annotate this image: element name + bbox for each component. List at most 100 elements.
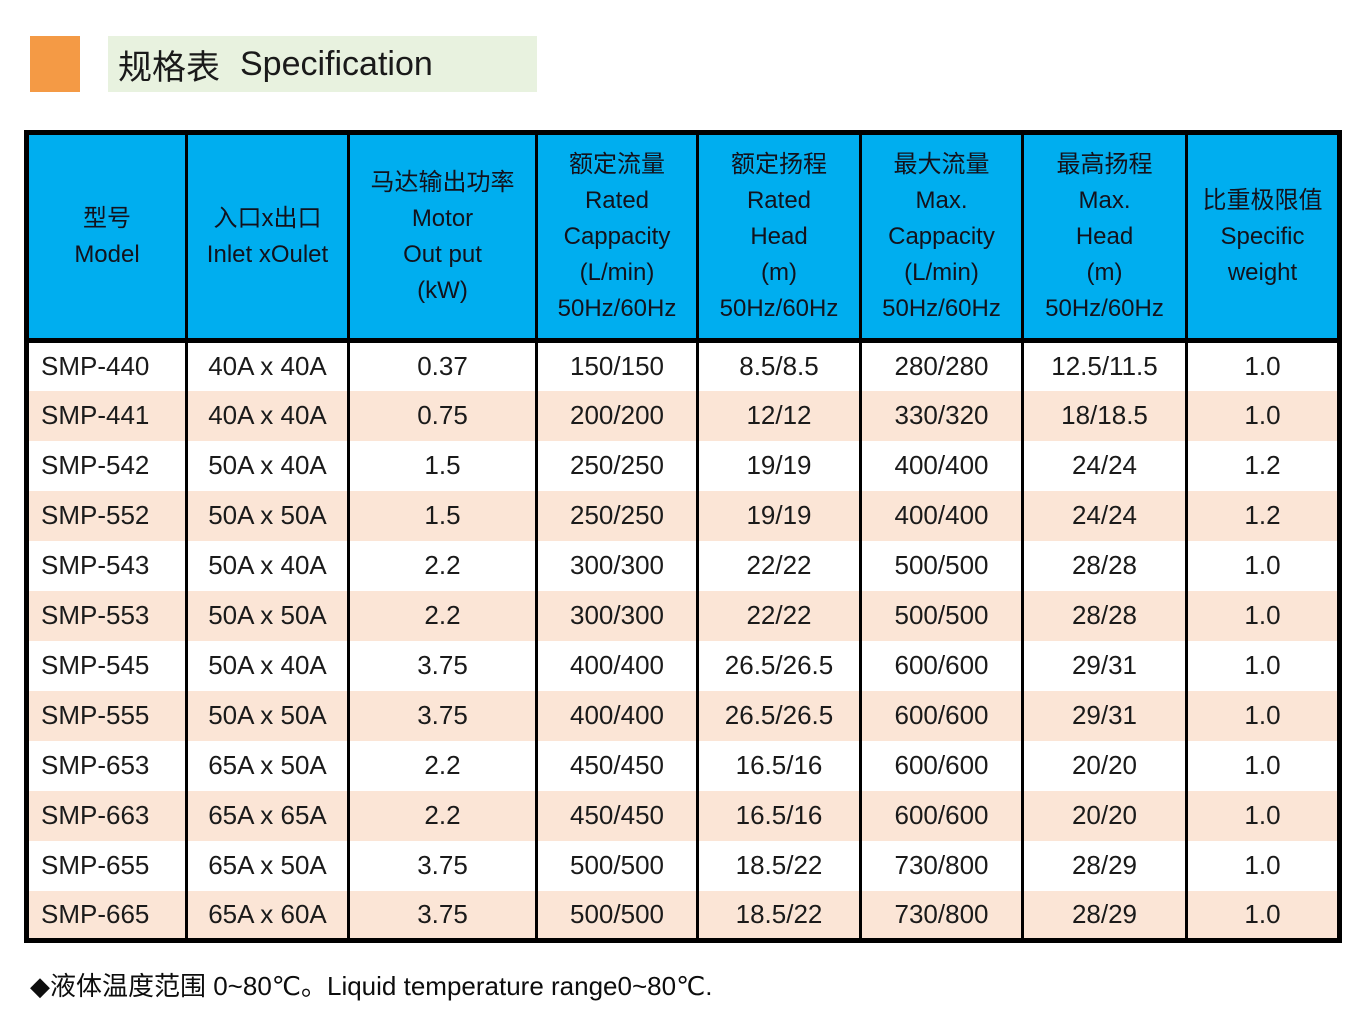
table-row: SMP-553 50A x 50A 2.2 300/300 22/22 500/500 28… (25, 590, 1341, 641)
cell-motor-output: 0.75 (347, 390, 538, 441)
cell-rated-capacity: 450/450 (535, 790, 699, 841)
cell-specific-weight: 1.0 (1185, 340, 1341, 391)
cell-motor-output: 1.5 (347, 490, 538, 541)
cell-model: SMP-553 (25, 590, 188, 641)
cell-max-head: 24/24 (1021, 490, 1188, 541)
cell-rated-capacity: 250/250 (535, 440, 699, 491)
cell-max-head: 28/28 (1021, 540, 1188, 591)
cell-inlet-outlet: 40A x 40A (185, 340, 350, 391)
cell-max-head: 29/31 (1021, 640, 1188, 691)
cell-motor-output: 2.2 (347, 740, 538, 791)
cell-max-head: 18/18.5 (1021, 390, 1188, 441)
column-header-rated-capacity: 额定流量 Rated Cappacity (L/min) 50Hz/60Hz (535, 131, 699, 343)
cell-specific-weight: 1.0 (1185, 690, 1341, 741)
cell-model: SMP-665 (25, 890, 188, 941)
cell-rated-capacity: 400/400 (535, 690, 699, 741)
cell-model: SMP-542 (25, 440, 188, 491)
cell-max-capacity: 730/800 (859, 890, 1024, 941)
cell-max-head: 28/29 (1021, 890, 1188, 941)
cell-specific-weight: 1.0 (1185, 390, 1341, 441)
cell-model: SMP-663 (25, 790, 188, 841)
column-header-rated-head: 额定扬程 Rated Head (m) 50Hz/60Hz (696, 131, 862, 343)
cell-motor-output: 3.75 (347, 690, 538, 741)
cell-model: SMP-441 (25, 390, 188, 441)
column-header-max-capacity: 最大流量 Max. Cappacity (L/min) 50Hz/60Hz (859, 131, 1024, 343)
cell-max-capacity: 600/600 (859, 640, 1024, 691)
cell-specific-weight: 1.0 (1185, 740, 1341, 791)
cell-max-capacity: 400/400 (859, 490, 1024, 541)
cell-rated-head: 18.5/22 (696, 840, 862, 891)
table-row: SMP-542 50A x 40A 1.5 250/250 19/19 400/400 24… (25, 440, 1341, 491)
cell-specific-weight: 1.0 (1185, 840, 1341, 891)
cell-rated-capacity: 150/150 (535, 340, 699, 391)
specification-table: 型号 Model 入口x出口 Inlet xOulet 马达输出功率 Motor O… (24, 130, 1342, 943)
cell-specific-weight: 1.0 (1185, 890, 1341, 941)
cell-rated-head: 16.5/16 (696, 740, 862, 791)
table-row: SMP-552 50A x 50A 1.5 250/250 19/19 400/400 24… (25, 490, 1341, 541)
cell-inlet-outlet: 50A x 40A (185, 640, 350, 691)
cell-specific-weight: 1.2 (1185, 490, 1341, 541)
cell-max-capacity: 600/600 (859, 790, 1024, 841)
cell-rated-capacity: 300/300 (535, 540, 699, 591)
cell-model: SMP-653 (25, 740, 188, 791)
cell-motor-output: 3.75 (347, 840, 538, 891)
cell-max-head: 28/29 (1021, 840, 1188, 891)
cell-inlet-outlet: 50A x 40A (185, 540, 350, 591)
cell-rated-capacity: 400/400 (535, 640, 699, 691)
cell-inlet-outlet: 50A x 50A (185, 590, 350, 641)
cell-max-head: 20/20 (1021, 740, 1188, 791)
cell-rated-head: 8.5/8.5 (696, 340, 862, 391)
cell-rated-capacity: 500/500 (535, 840, 699, 891)
cell-rated-head: 18.5/22 (696, 890, 862, 941)
cell-inlet-outlet: 65A x 50A (185, 840, 350, 891)
table-row: SMP-663 65A x 65A 2.2 450/450 16.5/16 600/600… (25, 790, 1341, 841)
cell-rated-capacity: 300/300 (535, 590, 699, 641)
cell-rated-head: 22/22 (696, 590, 862, 641)
cell-max-capacity: 500/500 (859, 590, 1024, 641)
cell-rated-head: 26.5/26.5 (696, 640, 862, 691)
cell-motor-output: 2.2 (347, 540, 538, 591)
cell-inlet-outlet: 50A x 50A (185, 690, 350, 741)
table-header-row: 型号 Model 入口x出口 Inlet xOulet 马达输出功率 Motor O… (25, 131, 1341, 343)
cell-max-head: 20/20 (1021, 790, 1188, 841)
cell-rated-head: 12/12 (696, 390, 862, 441)
table-row: SMP-653 65A x 50A 2.2 450/450 16.5/16 600/600… (25, 740, 1341, 791)
page-title: 规格表 Specification (108, 36, 537, 92)
table-row: SMP-555 50A x 50A 3.75 400/400 26.5/26.5 600/… (25, 690, 1341, 741)
cell-motor-output: 0.37 (347, 340, 538, 391)
cell-max-capacity: 600/600 (859, 740, 1024, 791)
column-header-motor-output: 马达输出功率 Motor Out put (kW) (347, 131, 538, 343)
cell-inlet-outlet: 65A x 60A (185, 890, 350, 941)
cell-motor-output: 2.2 (347, 590, 538, 641)
cell-model: SMP-440 (25, 340, 188, 391)
cell-max-head: 24/24 (1021, 440, 1188, 491)
cell-max-head: 29/31 (1021, 690, 1188, 741)
cell-specific-weight: 1.2 (1185, 440, 1341, 491)
cell-rated-head: 22/22 (696, 540, 862, 591)
table-row: SMP-441 40A x 40A 0.75 200/200 12/12 330/320 1… (25, 390, 1341, 441)
cell-max-capacity: 330/320 (859, 390, 1024, 441)
column-header-inlet-outlet: 入口x出口 Inlet xOulet (185, 131, 350, 343)
cell-motor-output: 3.75 (347, 640, 538, 691)
table-row: SMP-545 50A x 40A 3.75 400/400 26.5/26.5 600/… (25, 640, 1341, 691)
cell-model: SMP-555 (25, 690, 188, 741)
cell-specific-weight: 1.0 (1185, 790, 1341, 841)
cell-rated-capacity: 200/200 (535, 390, 699, 441)
cell-motor-output: 1.5 (347, 440, 538, 491)
cell-max-capacity: 600/600 (859, 690, 1024, 741)
cell-model: SMP-655 (25, 840, 188, 891)
cell-inlet-outlet: 50A x 50A (185, 490, 350, 541)
cell-inlet-outlet: 40A x 40A (185, 390, 350, 441)
table-row: SMP-543 50A x 40A 2.2 300/300 22/22 500/500 28… (25, 540, 1341, 591)
cell-specific-weight: 1.0 (1185, 640, 1341, 691)
cell-max-capacity: 280/280 (859, 340, 1024, 391)
cell-specific-weight: 1.0 (1185, 540, 1341, 591)
cell-specific-weight: 1.0 (1185, 590, 1341, 641)
column-header-specific-weight: 比重极限值 Specific weight (1185, 131, 1341, 343)
cell-max-head: 28/28 (1021, 590, 1188, 641)
page-title-en: Specification (240, 44, 433, 83)
page-title-zh: 规格表 (118, 48, 220, 87)
cell-inlet-outlet: 65A x 65A (185, 790, 350, 841)
cell-rated-capacity: 500/500 (535, 890, 699, 941)
cell-inlet-outlet: 65A x 50A (185, 740, 350, 791)
